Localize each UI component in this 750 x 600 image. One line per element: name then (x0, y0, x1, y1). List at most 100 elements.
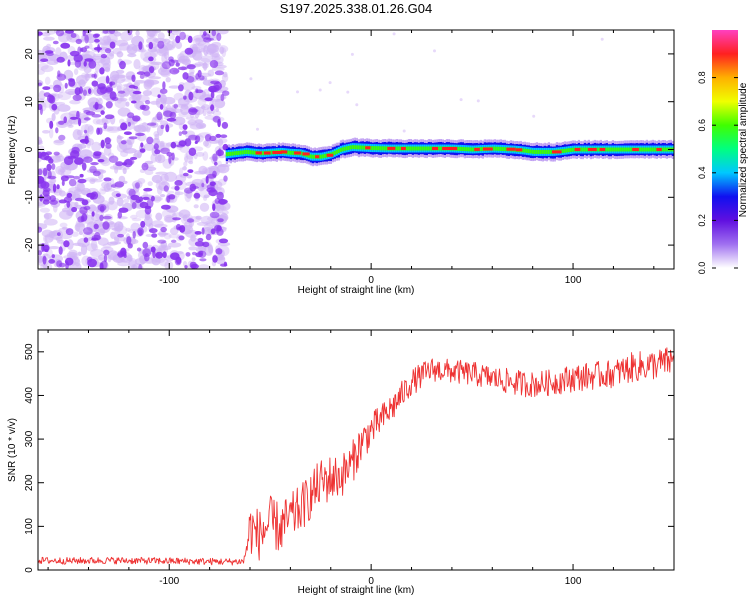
noise-speckle (85, 243, 99, 252)
noise-speckle (57, 232, 61, 237)
noise-speckle (140, 220, 146, 228)
signal-core (269, 150, 272, 155)
noise-speckle (73, 175, 81, 180)
noise-speckle (168, 233, 181, 239)
noise-speckle (150, 48, 158, 58)
noise-speckle (167, 30, 173, 34)
noise-speckle (203, 88, 210, 96)
noise-speckle (209, 87, 219, 93)
noise-speckle (256, 127, 259, 131)
signal-core (359, 145, 362, 150)
signal-core (311, 154, 314, 159)
noise-speckle (128, 96, 138, 102)
noise-speckle (184, 152, 189, 163)
noise-speckle (38, 250, 43, 256)
noise-speckle (211, 53, 221, 58)
noise-speckle (144, 205, 152, 209)
noise-speckle (38, 98, 45, 102)
signal-core (529, 149, 532, 154)
noise-speckle (92, 33, 99, 39)
noise-speckle (117, 252, 127, 257)
noise-speckle (188, 134, 198, 141)
noise-speckle (135, 30, 140, 37)
noise-speckle (195, 88, 199, 94)
noise-speckle (218, 138, 224, 146)
noise-speckle (70, 116, 78, 120)
signal-core (537, 149, 540, 154)
noise-speckle (204, 97, 213, 102)
noise-speckle (116, 166, 130, 171)
signal-core (607, 147, 610, 152)
signal-core (611, 147, 614, 152)
signal-core (247, 150, 250, 155)
noise-speckle (532, 114, 536, 118)
noise-speckle (215, 108, 220, 112)
signal-core (307, 153, 310, 158)
spectrogram-y-tick-label: 0 (24, 146, 35, 152)
noise-speckle (97, 192, 102, 200)
noise-speckle (41, 244, 45, 252)
noise-speckle (151, 174, 163, 184)
noise-speckle (122, 162, 128, 166)
signal-core (231, 151, 234, 156)
signal-core (465, 147, 468, 152)
noise-speckle (65, 30, 74, 34)
noise-speckle (191, 257, 196, 262)
noise-speckle (148, 66, 155, 74)
noise-speckle (402, 129, 406, 133)
noise-speckle (221, 121, 229, 129)
noise-speckle (42, 253, 49, 257)
noise-speckle (56, 56, 65, 63)
signal-core (621, 147, 624, 152)
noise-speckle (51, 103, 58, 111)
noise-speckle (83, 129, 88, 134)
noise-speckle (160, 226, 167, 233)
noise-speckle (392, 32, 396, 36)
noise-speckle (94, 101, 99, 110)
noise-speckle (84, 73, 90, 82)
signal-core (653, 147, 656, 152)
signal-core (629, 147, 632, 152)
noise-speckle (138, 229, 143, 237)
noise-speckle (133, 85, 139, 90)
noise-speckle (72, 94, 82, 101)
noise-speckle (214, 98, 226, 109)
signal-core (353, 145, 356, 150)
noise-speckle (127, 53, 137, 58)
noise-speckle (101, 117, 109, 123)
signal-core (561, 149, 564, 153)
noise-speckle (212, 153, 218, 162)
noise-speckle (66, 192, 73, 198)
noise-speckle (194, 170, 206, 175)
noise-speckle (148, 76, 162, 80)
signal-core (479, 147, 482, 152)
noise-speckle (116, 97, 128, 102)
signal-core (523, 148, 526, 153)
signal-peak (315, 155, 320, 159)
signal-core (313, 154, 316, 159)
signal-core (469, 147, 472, 152)
noise-speckle (217, 30, 229, 35)
noise-speckle (174, 191, 184, 196)
noise-speckle (157, 46, 170, 57)
noise-speckle (179, 31, 187, 41)
noise-speckle (131, 217, 142, 222)
signal-core (363, 145, 366, 150)
noise-speckle (162, 110, 173, 118)
noise-speckle (142, 241, 149, 249)
signal-core (605, 147, 608, 152)
noise-speckle (162, 251, 167, 259)
noise-speckle (105, 142, 112, 149)
signal-core (545, 149, 548, 154)
noise-speckle (108, 221, 115, 225)
noise-speckle (91, 234, 102, 241)
noise-speckle (114, 74, 126, 84)
signal-core (521, 148, 524, 153)
noise-speckle (49, 120, 54, 129)
signal-core (541, 149, 544, 154)
noise-speckle (120, 122, 128, 131)
noise-speckle (48, 246, 60, 250)
noise-speckle (106, 241, 118, 246)
noise-speckle (134, 124, 147, 133)
